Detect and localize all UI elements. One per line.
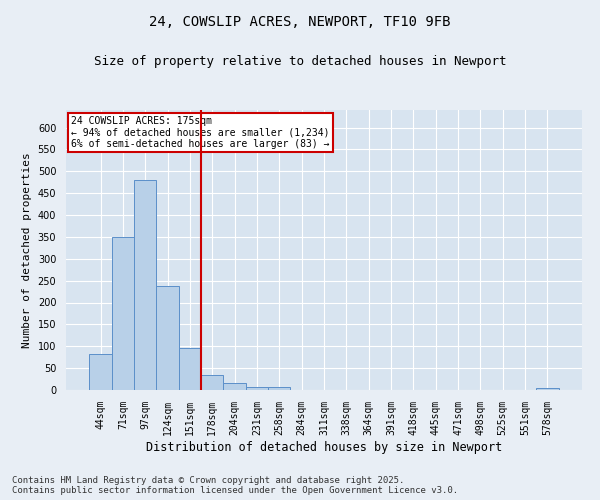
- Bar: [223, 384, 246, 390]
- Bar: [157, 286, 179, 390]
- Text: Contains HM Land Registry data © Crown copyright and database right 2025.
Contai: Contains HM Land Registry data © Crown c…: [12, 476, 458, 495]
- Text: 24, COWSLIP ACRES, NEWPORT, TF10 9FB: 24, COWSLIP ACRES, NEWPORT, TF10 9FB: [149, 15, 451, 29]
- X-axis label: Distribution of detached houses by size in Newport: Distribution of detached houses by size …: [146, 440, 502, 454]
- Bar: [246, 387, 268, 390]
- Bar: [134, 180, 157, 390]
- Bar: [179, 348, 201, 390]
- Bar: [268, 387, 290, 390]
- Y-axis label: Number of detached properties: Number of detached properties: [22, 152, 32, 348]
- Bar: [536, 388, 559, 390]
- Text: Size of property relative to detached houses in Newport: Size of property relative to detached ho…: [94, 55, 506, 68]
- Text: 24 COWSLIP ACRES: 175sqm
← 94% of detached houses are smaller (1,234)
6% of semi: 24 COWSLIP ACRES: 175sqm ← 94% of detach…: [71, 116, 329, 149]
- Bar: [201, 374, 223, 390]
- Bar: [89, 354, 112, 390]
- Bar: [112, 237, 134, 390]
